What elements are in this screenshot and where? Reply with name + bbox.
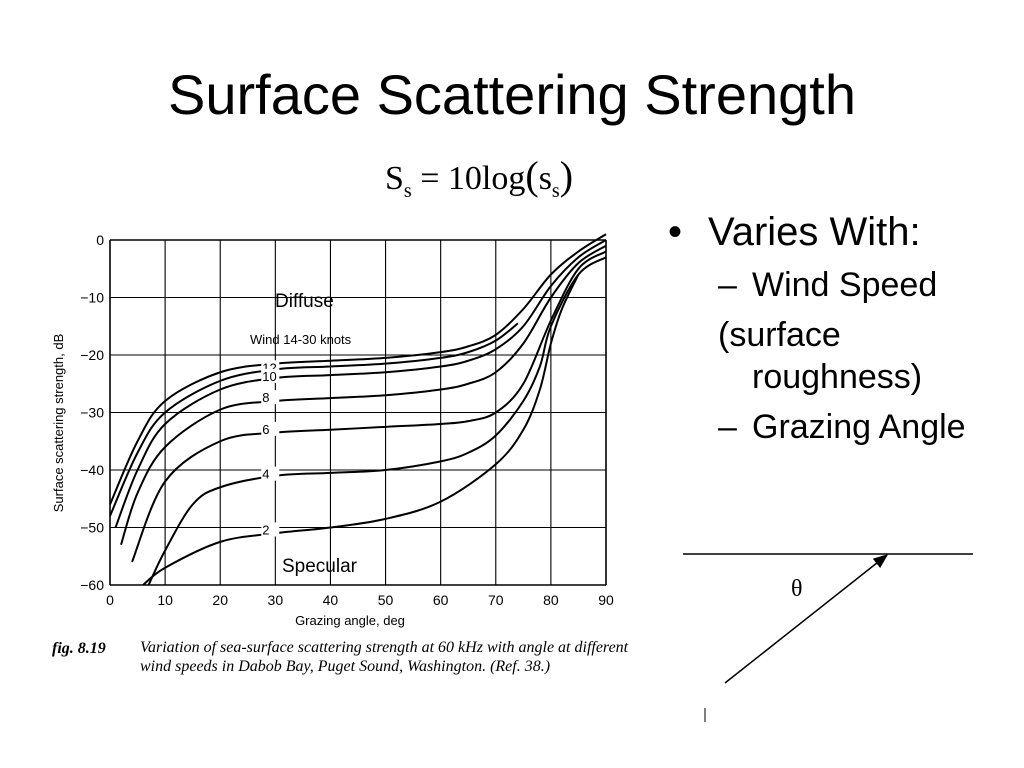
grazing-angle-diagram: θ [683, 553, 973, 722]
x-tick-label: 20 [212, 592, 228, 608]
series-label-6: 6 [262, 422, 269, 437]
series-line-12 [109, 322, 519, 517]
annotation-specular: Specular [282, 556, 358, 577]
x-tick-label: 90 [598, 592, 614, 608]
sub-bullet-grazing-angle: – Grazing Angle [668, 406, 998, 448]
series-line-4 [147, 256, 607, 586]
incident-ray-arrow [724, 554, 889, 684]
formula-rhs: 10log [447, 160, 526, 197]
dash-glyph: – [718, 266, 737, 304]
x-tick-label: 80 [543, 592, 559, 608]
y-tick-label: −50 [80, 520, 104, 536]
y-axis-label: Surface scattering strength, dB [51, 334, 66, 512]
series-label-bg [261, 466, 280, 481]
axis-layer: 0 10 20 30 40 50 60 70 80 90 0 −10 −20 −30 −40 −50 −60 [80, 232, 614, 608]
formula-lhs-sub: s [403, 179, 412, 202]
x-tick-label: 30 [268, 592, 284, 608]
formula: Ss = 10log(ss) [385, 153, 574, 202]
y-tick-label: −10 [80, 290, 104, 306]
series-label-8: 8 [262, 390, 269, 405]
series-line-8 [120, 244, 607, 546]
series-label-bg [261, 522, 280, 537]
x-tick-label: 50 [378, 592, 394, 608]
caption-text: Variation of sea-surface scattering stre… [140, 639, 629, 675]
y-tick-label: 0 [96, 232, 104, 248]
series-label-bg [261, 390, 280, 405]
x-tick-label: 10 [157, 592, 173, 608]
theta-symbol: θ [791, 576, 803, 602]
formula-equals: = [411, 160, 448, 197]
caption-fig-label: fig. 8.19 [52, 640, 106, 657]
slide-title: Surface Scattering Strength [168, 63, 856, 126]
formula-arg-sub: s [551, 179, 560, 202]
x-tick-label: 60 [433, 592, 449, 608]
annotation-top-series: Wind 14-30 knots [250, 332, 352, 347]
bullet-varies-with-text: Varies With: [708, 210, 921, 254]
formula-arg: s [538, 160, 552, 197]
formula-lhs: S [385, 160, 404, 197]
y-tick-label: −40 [80, 462, 104, 478]
dash-glyph: – [718, 408, 737, 446]
series-label-10: 10 [262, 369, 276, 384]
bullet-varies-with: • Varies With: [668, 208, 998, 256]
x-axis-label: Grazing angle, deg [295, 613, 405, 628]
x-tick-label: 0 [106, 592, 114, 608]
annotation-diffuse: Diffuse [275, 291, 334, 312]
series-label-bg [261, 421, 280, 436]
series-label-bg [261, 368, 280, 383]
series-line-10 [114, 239, 607, 528]
x-tick-label: 70 [488, 592, 504, 608]
sub-bullet-wind-speed-text: Wind Speed [752, 266, 938, 304]
series-layer [109, 233, 607, 586]
sub-bullet-surface-roughness: (surface roughness) [718, 316, 923, 396]
sub-bullet-wind-speed: – Wind Speed [668, 264, 998, 306]
y-tick-label: −30 [80, 405, 104, 421]
y-tick-label: −60 [80, 577, 104, 593]
series-label-2: 2 [262, 522, 269, 537]
scattering-chart: 0 10 20 30 40 50 60 70 80 90 0 −10 −20 −30 −40 −50 −60 1… [51, 232, 629, 675]
y-tick-label: −20 [80, 347, 104, 363]
series-label-4: 4 [262, 467, 269, 482]
sub-bullet-grazing-angle-text: Grazing Angle [752, 408, 966, 446]
bullet-glyph: • [668, 210, 683, 254]
bullet-list: • Varies With: – Wind Speed (surface rough… [668, 208, 998, 448]
series-line-2 [142, 274, 580, 586]
grid-layer [109, 239, 607, 586]
series-line-wind-14-30-knots [109, 233, 607, 505]
x-tick-label: 40 [323, 592, 339, 608]
series-line-6 [131, 250, 607, 563]
